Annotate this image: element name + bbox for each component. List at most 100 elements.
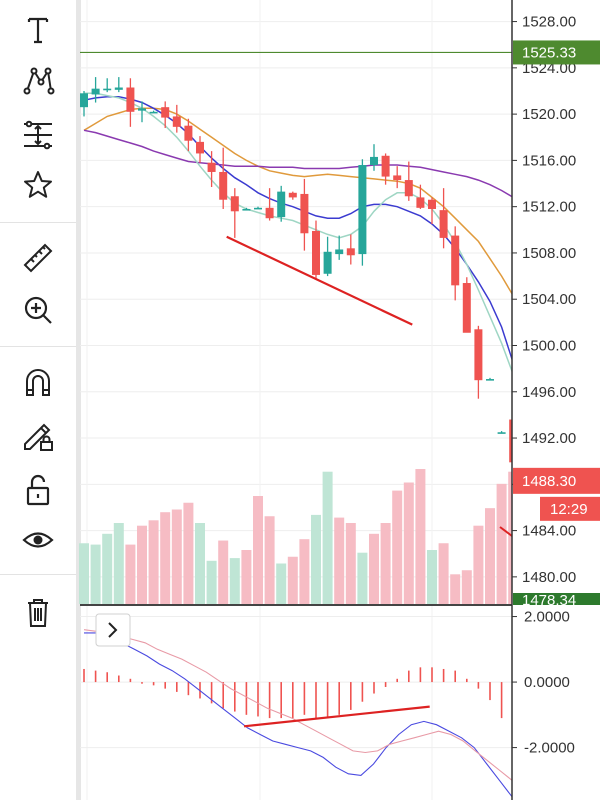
lock-drawing-tool-button[interactable] xyxy=(14,415,62,455)
countdown-tag-background xyxy=(540,496,600,521)
candle-body xyxy=(242,208,251,211)
volume-bar xyxy=(345,523,356,604)
price-trendline xyxy=(226,235,413,326)
visibility-tool-button[interactable] xyxy=(14,520,62,560)
price-tick-label: 1528.00 xyxy=(522,14,576,31)
candle-body xyxy=(184,125,193,141)
macd-tick-label: 0.0000 xyxy=(524,674,570,691)
candle-body xyxy=(300,193,309,234)
last-price-tag-background xyxy=(513,467,600,494)
candle-body xyxy=(288,192,297,198)
toolbar-divider xyxy=(0,574,76,575)
candle-body xyxy=(126,87,135,112)
axis-background xyxy=(512,0,600,800)
volume-bar xyxy=(357,552,368,604)
candle-body xyxy=(91,88,100,95)
candle-body xyxy=(381,155,390,177)
expand-panel-button[interactable] xyxy=(95,613,131,647)
candle-body xyxy=(404,180,413,197)
candle-body xyxy=(416,197,425,208)
candle-body xyxy=(497,432,506,434)
candle-body xyxy=(172,116,181,127)
candle-body xyxy=(138,108,146,111)
volume-bar xyxy=(380,523,391,604)
price-tick-label: 1520.00 xyxy=(522,106,576,123)
macd-panel xyxy=(83,629,526,798)
volume-bar xyxy=(253,496,263,604)
volume-bar xyxy=(334,517,345,604)
volume-bar xyxy=(311,514,321,604)
moving-average-line xyxy=(83,107,526,317)
candle-body xyxy=(312,230,320,275)
volume-bar xyxy=(113,523,124,604)
price-tick-label: 1512.00 xyxy=(522,199,576,216)
volume-bar xyxy=(496,483,507,604)
magnet-tool-button[interactable] xyxy=(14,362,62,402)
candle-body xyxy=(196,141,204,154)
volume-bars xyxy=(79,469,530,604)
text-tool-button[interactable] xyxy=(14,10,62,50)
zoom-tool-button[interactable] xyxy=(14,290,62,330)
drawing-toolbar xyxy=(0,0,76,800)
ruler-tool-button[interactable] xyxy=(14,238,62,278)
volume-bar xyxy=(206,560,217,604)
candle-body xyxy=(114,87,123,90)
volume-bar xyxy=(369,533,379,604)
toolbar-divider xyxy=(0,346,76,347)
ruler-icon xyxy=(23,243,53,273)
delete-tool-button[interactable] xyxy=(14,592,62,632)
volume-bar xyxy=(392,490,403,604)
bottom-price-tag: 1478.34 xyxy=(522,592,576,609)
candle-body xyxy=(474,329,483,381)
measure-tool-button[interactable] xyxy=(14,115,62,155)
candle-body xyxy=(103,88,112,91)
volume-bar xyxy=(438,543,449,604)
macd-line xyxy=(84,632,513,798)
candle-body xyxy=(265,207,274,219)
volume-bar xyxy=(473,525,484,604)
volume-bar xyxy=(415,469,426,604)
path-tool-button[interactable] xyxy=(14,60,62,100)
last-price-tag: 1488.30 xyxy=(522,473,576,490)
volume-bar xyxy=(160,512,171,604)
candle-body xyxy=(323,251,332,274)
candles xyxy=(80,77,529,489)
volume-bar xyxy=(195,523,205,604)
candle-body xyxy=(346,248,355,256)
price-tags: 1525.33 1488.30 12:29 1478.34 xyxy=(513,40,600,609)
path-nodes-icon xyxy=(23,67,55,95)
zoom-in-icon xyxy=(24,296,52,324)
candle-body xyxy=(207,162,216,172)
text-icon xyxy=(27,17,49,44)
volume-bar xyxy=(241,550,252,604)
candle-body xyxy=(462,283,471,333)
pencil-lock-icon xyxy=(24,423,53,451)
volume-bar xyxy=(450,574,461,604)
volume-bar xyxy=(287,556,298,604)
volume-bar xyxy=(229,558,240,604)
price-tick-label: 1504.00 xyxy=(522,291,576,308)
volume-bar xyxy=(403,482,414,604)
grid xyxy=(80,0,512,800)
candle-body xyxy=(428,199,436,209)
volume-bar xyxy=(90,544,101,604)
magnet-icon xyxy=(26,369,50,396)
volume-bar xyxy=(485,508,495,604)
macd-tick-label: 2.0000 xyxy=(524,609,570,626)
candle-body xyxy=(277,191,286,218)
price-tick-label: 1496.00 xyxy=(522,384,576,401)
volume-bar xyxy=(218,540,229,604)
price-tick-label: 1480.00 xyxy=(522,569,576,586)
macd-trendline xyxy=(243,705,430,728)
candle-body xyxy=(161,107,170,118)
favorites-tool-button[interactable] xyxy=(14,165,62,205)
volume-bar xyxy=(137,525,147,604)
volume-bar xyxy=(264,516,275,604)
candle-body xyxy=(451,235,460,286)
volume-bar xyxy=(171,509,182,604)
lock-tool-button[interactable] xyxy=(14,470,62,510)
star-icon xyxy=(24,171,52,198)
bottom-price-tag-background xyxy=(513,593,600,605)
annotations[interactable] xyxy=(80,51,513,537)
